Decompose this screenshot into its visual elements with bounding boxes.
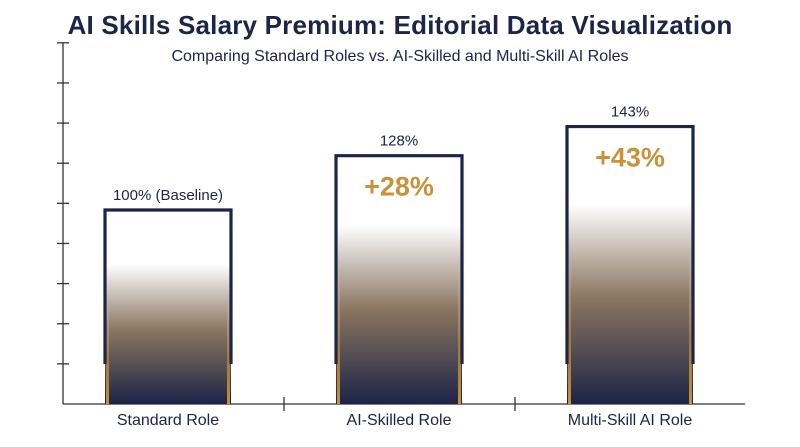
category-label: Standard Role bbox=[117, 412, 219, 429]
bar bbox=[105, 210, 231, 404]
bar bbox=[336, 155, 462, 404]
category-label: Multi-Skill AI Role bbox=[568, 412, 693, 429]
bar-group: 100% (Baseline) Standard Role bbox=[103, 187, 233, 429]
bar-group: 128% +28% AI-Skilled Role bbox=[334, 133, 464, 429]
value-label: 143% bbox=[611, 104, 649, 121]
value-label: 128% bbox=[380, 133, 418, 150]
bar-outline bbox=[334, 154, 464, 364]
bar-edge-right bbox=[227, 297, 230, 404]
bar-group: 143% +43% Multi-Skill AI Role bbox=[565, 104, 695, 429]
premium-label: +43% bbox=[595, 143, 665, 173]
bar-outline bbox=[565, 124, 695, 364]
bar-edge-right bbox=[458, 267, 461, 404]
bar-edge-left bbox=[337, 267, 340, 404]
bar bbox=[567, 126, 693, 404]
chart-subtitle: Comparing Standard Roles vs. AI-Skilled … bbox=[171, 48, 629, 65]
chart-title: AI Skills Salary Premium: Editorial Data… bbox=[67, 10, 733, 40]
bar-edge-left bbox=[568, 251, 571, 404]
category-label: AI-Skilled Role bbox=[347, 412, 452, 429]
value-label: 100% (Baseline) bbox=[113, 187, 223, 204]
bar-outline bbox=[103, 208, 233, 364]
bar-edge-left bbox=[106, 297, 109, 404]
premium-label: +28% bbox=[364, 172, 434, 202]
bar-edge-right bbox=[689, 251, 692, 404]
